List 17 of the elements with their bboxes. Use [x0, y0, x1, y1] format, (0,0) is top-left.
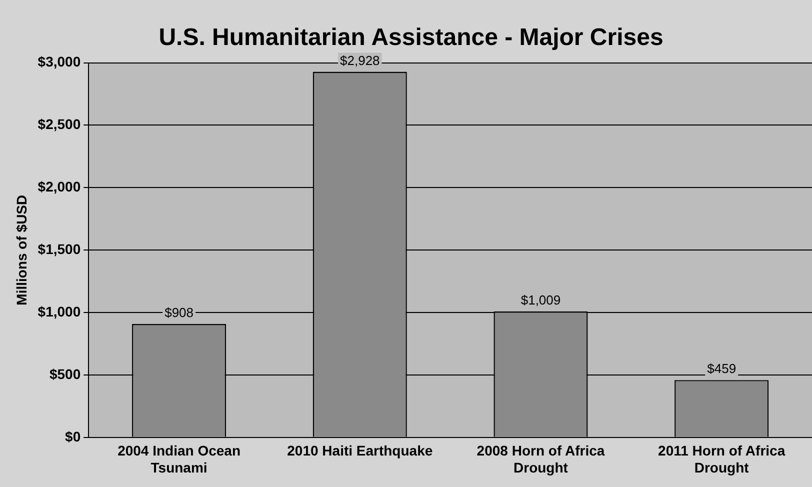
y-tick-label: $500: [49, 366, 81, 382]
data-label: $1,009: [520, 292, 561, 308]
y-axis-title: Millions of $USD: [13, 194, 30, 306]
x-tick-label: 2010 Haiti Earthquake: [287, 442, 433, 459]
chart-title: U.S. Humanitarian Assistance - Major Crises: [158, 24, 664, 52]
y-tick-label: $0: [65, 428, 81, 444]
x-tick-label: 2004 Indian Ocean Tsunami: [118, 442, 241, 476]
y-tick-label: $2,500: [38, 116, 81, 132]
data-label: $908: [164, 305, 194, 320]
data-label: $2,928: [340, 52, 380, 68]
x-tick-label: 2011 Horn of Africa Drought: [658, 442, 786, 476]
y-tick-label: $1,500: [38, 240, 81, 257]
y-tick-label: $1,000: [38, 303, 81, 320]
y-tick-label: $2,000: [38, 178, 81, 195]
x-tick-label: 2008 Horn of Africa Drought: [476, 442, 605, 476]
y-tick-label: $3,000: [38, 54, 81, 70]
data-label: $459: [707, 361, 736, 376]
